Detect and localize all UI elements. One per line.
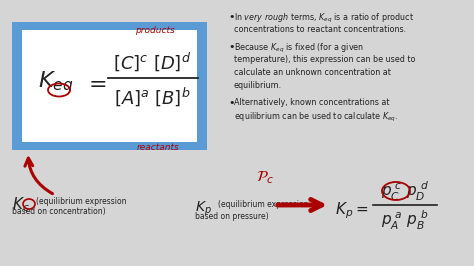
Text: Alternatively, known concentrations at: Alternatively, known concentrations at	[234, 98, 390, 107]
Text: concentrations to reactant concentrations.: concentrations to reactant concentration…	[234, 25, 406, 34]
Text: $[C]^c\ [D]^d$: $[C]^c\ [D]^d$	[113, 51, 191, 73]
Text: $K_c$: $K_c$	[12, 195, 30, 214]
Text: $=$: $=$	[84, 72, 106, 94]
Text: Because $K_{eq}$ is fixed (for a given: Because $K_{eq}$ is fixed (for a given	[234, 42, 364, 55]
Bar	[0, 0, 210, 266]
Bar	[12, 22, 207, 150]
Text: •: •	[228, 42, 235, 52]
Text: temperature), this expression can be used to: temperature), this expression can be use…	[234, 55, 416, 64]
Bar	[22, 30, 197, 142]
Text: products: products	[135, 26, 175, 35]
Text: $K_p$: $K_p$	[195, 200, 212, 218]
Text: (equilibrium expression: (equilibrium expression	[218, 200, 309, 209]
Text: based on concentration): based on concentration)	[12, 207, 106, 216]
Text: (equilibrium expression: (equilibrium expression	[36, 197, 127, 206]
Text: based on pressure): based on pressure)	[195, 212, 269, 221]
Bar	[210, 0, 474, 266]
Text: $\mathcal{P}_c$: $\mathcal{P}_c$	[256, 170, 274, 186]
Text: $K_p =$: $K_p =$	[335, 200, 368, 221]
Text: $p_C^{\ c}\ p_D^{\ d}$: $p_C^{\ c}\ p_D^{\ d}$	[381, 179, 429, 203]
Text: $[A]^a\ [B]^b$: $[A]^a\ [B]^b$	[114, 86, 190, 108]
Text: •: •	[228, 98, 235, 108]
Text: calculate an unknown concentration at: calculate an unknown concentration at	[234, 68, 391, 77]
Text: equilibrium.: equilibrium.	[234, 81, 282, 90]
Text: $K_{eq}$: $K_{eq}$	[38, 70, 73, 96]
Text: reactants: reactants	[137, 143, 179, 152]
Text: •: •	[228, 12, 235, 22]
Text: In $\mathbf{\mathit{very\ rough}}$ terms, $K_{eq}$ is a ratio of product: In $\mathbf{\mathit{very\ rough}}$ terms…	[234, 12, 414, 25]
Text: $p_A^{\ a}\ p_B^{\ b}$: $p_A^{\ a}\ p_B^{\ b}$	[381, 208, 429, 232]
Text: equilibrium can be used to calculate $K_{eq}$.: equilibrium can be used to calculate $K_…	[234, 111, 399, 124]
